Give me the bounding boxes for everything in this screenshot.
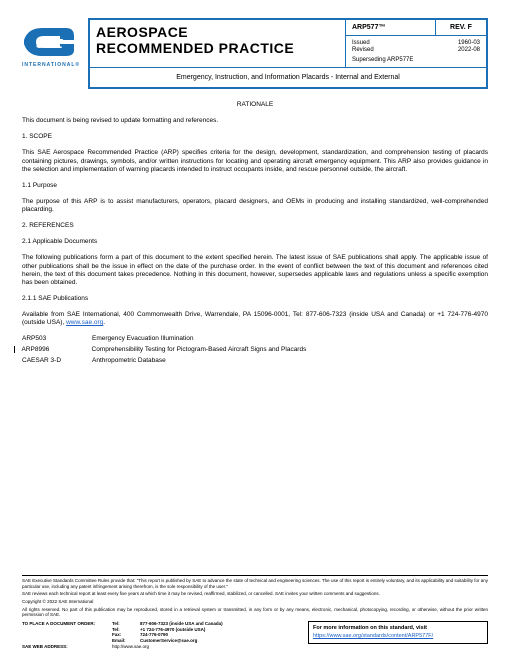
section-1-1-text: The purpose of this ARP is to assist man… (22, 198, 488, 214)
section-2: 2. REFERENCES (22, 222, 488, 230)
header-table: AEROSPACE RECOMMENDED PRACTICE ARP577™ R… (88, 18, 488, 89)
box-link[interactable]: https://www.sae.org/standards/content/AR… (313, 633, 433, 639)
sae-link[interactable]: www.sae.org (66, 319, 103, 326)
ref-code: ARP8996 (22, 346, 92, 353)
revised-date: 2022-08 (458, 47, 480, 53)
section-1-text: This SAE Aerospace Recommended Practice … (22, 149, 488, 173)
order-label: TO PLACE A DOCUMENT ORDER: (22, 621, 112, 644)
rationale-text: This document is being revised to update… (22, 117, 488, 125)
references-table: ARP503 Emergency Evacuation Illumination… (22, 335, 488, 364)
section-1: 1. SCOPE (22, 133, 488, 141)
table-row: CAESAR 3-D Anthropometric Database (22, 357, 488, 364)
ref-desc: Anthropometric Database (92, 357, 488, 364)
document-footer: SAE Executive Standards Committee Rules … (22, 575, 488, 650)
section-1-1: 1.1 Purpose (22, 182, 488, 190)
table-row: ARP8996 Comprehensibility Testing for Pi… (14, 346, 488, 353)
ref-desc: Comprehensibility Testing for Pictogram-… (92, 346, 489, 353)
document-header: SAE INTERNATIONAL® AEROSPACE RECOMMENDED… (22, 18, 488, 89)
sae-logo: SAE INTERNATIONAL® (22, 18, 80, 68)
table-row: ARP503 Emergency Evacuation Illumination (22, 335, 488, 342)
rationale-heading: RATIONALE (22, 101, 488, 109)
title-line1: AEROSPACE (96, 24, 339, 40)
document-body: RATIONALE This document is being revised… (22, 101, 488, 364)
ref-desc: Emergency Evacuation Illumination (92, 335, 488, 342)
logo-subtext: INTERNATIONAL® (22, 62, 80, 68)
more-info-box: For more information on this standard, v… (308, 621, 488, 644)
section-2-1-1-text: Available from SAE International, 400 Co… (22, 311, 488, 327)
footer-copyright: Copyright © 2022 SAE International (22, 599, 488, 605)
superseding: Superseding ARP577E (352, 57, 480, 63)
title-line2: RECOMMENDED PRACTICE (96, 40, 339, 56)
email: CustomerService@sae.org (140, 638, 197, 644)
issued-label: Issued (352, 40, 370, 46)
footer-rights: All rights reserved. No part of this pub… (22, 607, 488, 618)
web-label: SAE WEB ADDRESS: (22, 644, 112, 650)
doc-title: AEROSPACE RECOMMENDED PRACTICE (90, 20, 346, 67)
doc-subtitle: Emergency, Instruction, and Information … (90, 67, 486, 87)
box-title: For more information on this standard, v… (313, 625, 483, 632)
section-2-1-1: 2.1.1 SAE Publications (22, 295, 488, 303)
footer-disclaimer-2: SAE reviews each technical report at lea… (22, 591, 488, 597)
section-2-1: 2.1 Applicable Documents (22, 238, 488, 246)
email-label: Email: (112, 638, 140, 644)
sae-logo-icon: SAE (22, 22, 76, 60)
svg-text:SAE: SAE (36, 36, 63, 51)
section-2-1-text: The following publications form a part o… (22, 254, 488, 287)
ref-code: ARP503 (22, 335, 92, 342)
footer-rule (22, 575, 488, 576)
footer-contacts: TO PLACE A DOCUMENT ORDER: Tel:877-606-7… (22, 621, 302, 650)
revised-label: Revised (352, 47, 374, 53)
ref-code: CAESAR 3-D (22, 357, 92, 364)
footer-disclaimer-1: SAE Executive Standards Committee Rules … (22, 578, 488, 589)
issued-date: 1960-03 (458, 40, 480, 46)
doc-revision: REV. F (436, 20, 486, 35)
doc-code: ARP577™ (346, 20, 436, 35)
web-url: http://www.sae.org (112, 644, 149, 650)
doc-meta: Issued 1960-03 Revised 2022-08 Supersedi… (346, 35, 486, 67)
